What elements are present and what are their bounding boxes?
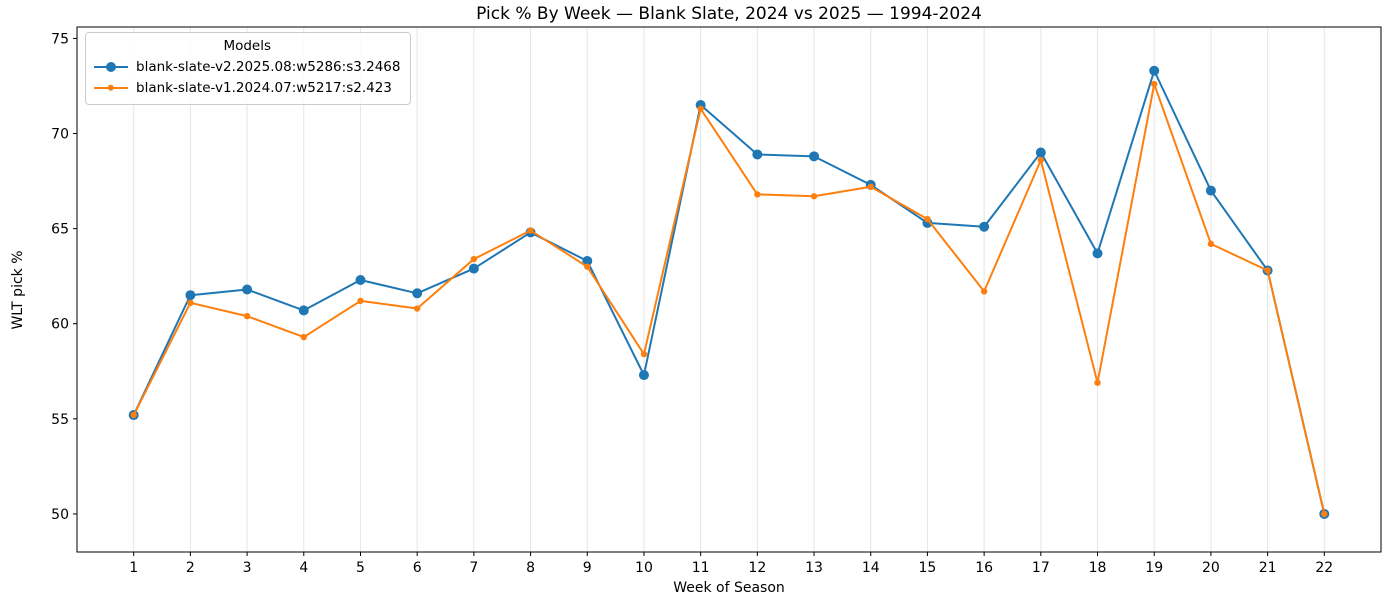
data-point [1094,379,1101,386]
x-tick-label: 16 [975,560,993,576]
data-point [1149,65,1160,76]
x-tick-label: 9 [583,560,592,576]
legend-swatch [94,59,128,75]
x-tick-label: 10 [635,560,653,576]
chart-title: Pick % By Week — Blank Slate, 2024 vs 20… [476,4,982,24]
x-tick-label: 13 [805,560,823,576]
legend-label: blank-slate-v2.2025.08:w5286:s3.2468 [136,58,401,75]
data-point [584,263,591,270]
data-point [412,288,423,299]
data-point [1035,147,1046,158]
data-point [867,183,874,190]
data-point [697,105,704,112]
data-point [1321,510,1328,518]
series-line-1 [132,83,1326,515]
legend-entry: blank-slate-v1.2024.07:w5217:s2.423 [94,77,400,98]
data-point [130,411,137,419]
data-point [810,193,818,200]
x-tick-label: 22 [1315,560,1333,576]
data-point [468,263,479,274]
y-tick-label: 55 [51,412,69,428]
data-point [980,288,988,295]
x-tick-label: 14 [862,560,880,576]
y-axis-label: WLT pick % [10,250,26,329]
legend-marker-icon [107,84,115,91]
y-tick-label: 50 [51,507,69,523]
x-tick-label: 19 [1145,560,1163,576]
x-tick-label: 12 [748,560,766,576]
data-point [243,312,251,320]
y-tick-label: 75 [51,31,69,47]
data-point [640,350,648,358]
data-point [638,370,649,381]
legend-title: Models [223,38,272,54]
x-tick-label: 8 [526,560,535,576]
data-point [1205,185,1216,196]
data-point [185,290,196,301]
x-tick-label: 21 [1259,560,1277,576]
legend-label: blank-slate-v1.2024.07:w5217:s2.423 [136,79,392,96]
x-tick-label: 6 [413,560,422,576]
legend-entries: blank-slate-v2.2025.08:w5286:s3.2468 blan… [94,56,400,98]
plot-border [76,26,1382,553]
y-tick-label: 60 [51,317,69,333]
legend: Models blank-slate-v2.2025.08:w5286:s3.2… [85,32,412,105]
y-tick-label: 65 [51,222,69,238]
series [128,65,1330,519]
data-point [1037,156,1045,164]
legend-marker-icon [106,61,116,72]
data-point [1207,240,1215,248]
x-tick-label: 11 [692,560,710,576]
data-point [752,149,763,160]
data-point [582,255,593,266]
data-point [413,305,421,312]
legend-entry: blank-slate-v2.2025.08:w5286:s3.2468 [94,56,400,77]
data-point [527,227,534,234]
x-tick-label: 15 [919,560,937,576]
x-tick-label: 20 [1202,560,1220,576]
data-point [470,255,478,263]
x-tick-label: 1 [129,560,138,576]
data-point [300,333,307,341]
data-point [924,215,931,223]
data-point [979,221,990,232]
data-point [355,274,366,285]
data-point [187,299,194,307]
data-point [754,191,761,198]
x-tick-label: 18 [1089,560,1107,576]
x-tick-label: 7 [469,560,478,576]
legend-swatch [94,80,128,96]
data-point [242,284,253,295]
series-line-0 [132,69,1326,515]
x-tick-label: 4 [299,560,308,576]
x-tick-label: 5 [356,560,365,576]
data-point [809,151,820,162]
gridlines [133,27,1325,552]
data-point [357,297,364,305]
y-tick-label: 70 [51,127,69,143]
data-point [298,305,309,316]
x-axis-label: Week of Season [673,580,785,596]
data-point [1092,248,1103,259]
x-tick-label: 2 [186,560,195,576]
data-point [1151,80,1158,88]
x-tick-label: 17 [1032,560,1050,576]
x-tick-label: 3 [243,560,252,576]
data-point [1264,267,1271,274]
